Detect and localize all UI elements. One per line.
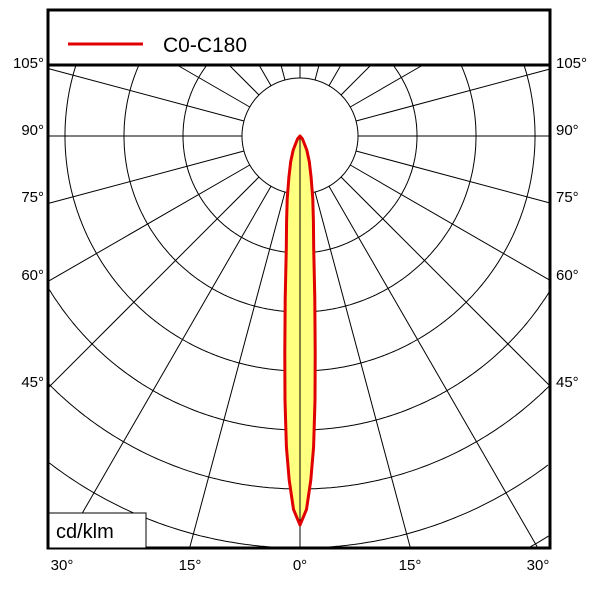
- grid-spoke: [314, 64, 320, 81]
- grid-spoke: [228, 64, 260, 96]
- grid-ring: [48, 462, 549, 549]
- grid-ring: [182, 65, 418, 254]
- left-angle-label: 75°: [21, 189, 44, 206]
- grid-spoke: [47, 67, 245, 122]
- left-angle-label: 45°: [21, 374, 44, 391]
- bottom-angle-label: 30°: [51, 557, 74, 574]
- grid-spoke: [340, 176, 551, 387]
- grid-spoke: [355, 150, 551, 204]
- left-angle-label: 60°: [21, 267, 44, 284]
- grid-spoke: [340, 64, 372, 96]
- polar-grid: [47, 64, 551, 549]
- bottom-angle-label: 15°: [179, 557, 202, 574]
- grid-spoke: [349, 64, 424, 108]
- legend: C0-C180: [68, 34, 247, 57]
- grid-spoke: [280, 64, 286, 81]
- grid-spoke: [176, 64, 251, 108]
- intensity-curve-group: [283, 134, 317, 548]
- bottom-angle-label: 30°: [527, 557, 550, 574]
- bottom-angle-label: 0°: [293, 557, 307, 574]
- grid-ring: [123, 65, 477, 313]
- grid-spoke: [258, 64, 272, 87]
- right-angle-label: 105°: [556, 55, 587, 72]
- grid-ring: [48, 289, 550, 431]
- grid-spoke: [47, 150, 245, 205]
- grid-spoke: [61, 185, 272, 549]
- unit-box: cd/klm: [48, 512, 147, 549]
- grid-spoke: [328, 64, 342, 87]
- left-angle-label: 105°: [13, 55, 44, 72]
- grid-spoke: [189, 191, 286, 549]
- legend-label-c0-c180: C0-C180: [163, 34, 247, 57]
- right-angle-label: 60°: [556, 267, 579, 284]
- right-angle-label: 45°: [556, 374, 579, 391]
- grid-spoke: [314, 191, 411, 549]
- left-angle-label: 90°: [21, 122, 44, 139]
- intensity-curve-c0-c180: [283, 134, 317, 527]
- grid-ring: [64, 65, 536, 372]
- bottom-angle-label: 15°: [399, 557, 422, 574]
- grid-ring: [47, 383, 550, 490]
- grid-spoke: [349, 164, 551, 281]
- grid-spoke: [47, 164, 251, 282]
- grid-spoke: [47, 176, 260, 389]
- unit-label: cd/klm: [56, 521, 114, 543]
- plot-frame: [46, 8, 552, 550]
- grid-spoke: [328, 185, 539, 549]
- right-angle-label: 75°: [556, 189, 579, 206]
- grid-spoke: [355, 68, 551, 122]
- right-angle-label: 90°: [556, 122, 579, 139]
- angle-labels: 105° 90° 75° 60° 45° 105° 90° 75° 60° 45° 30° 15° 0°…: [13, 55, 587, 574]
